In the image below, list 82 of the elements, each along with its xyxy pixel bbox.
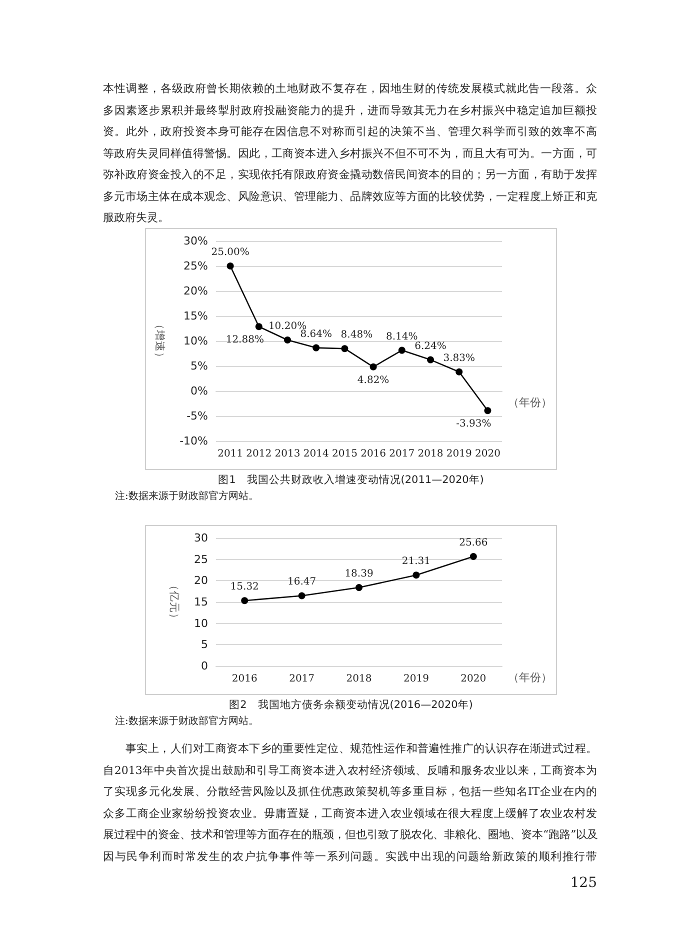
x-axis-title: （年份） (508, 671, 552, 684)
data-label: 8.64% (300, 328, 332, 340)
y-tick-label: 5 (201, 638, 208, 652)
text: 众多工商企业家纷纷投资农业。毋庸置疑，工商资本进入农业领域在很大程度上缓解了农业农村发 (103, 806, 597, 822)
x-tick-label: 2018 (346, 674, 372, 684)
data-label: 18.39 (344, 568, 374, 580)
point (241, 597, 248, 604)
x-tick-label: 2020 (460, 674, 486, 684)
y-tick-label: 15 (194, 596, 208, 608)
point (298, 592, 306, 600)
data-label: 6.24% (414, 340, 446, 352)
x-tick-label: 2020 (474, 448, 500, 460)
data-label: 3.83% (443, 352, 475, 364)
point (370, 363, 377, 370)
point (484, 407, 492, 414)
point (312, 344, 320, 352)
text: 自2013年中央首次提出鼓励和引导工商资本进入农村经济领域、反哺和服务农业以来，工商资本为 (103, 762, 597, 778)
point (226, 262, 234, 270)
y-tick-label: 30 (194, 532, 208, 544)
y-tick-label: 5% (190, 360, 208, 372)
text: 图1 我国公共财政收入增速变动情况(2011—2020年) (217, 473, 485, 487)
y-tick-label: 25% (184, 260, 208, 272)
x-axis-title: （年份） (508, 396, 552, 409)
text: 125 (569, 874, 597, 893)
text: 因与民争利而时常发生的农户抗争事件等一系列问题。实践中出现的问题给新政策的顺利推行带 (103, 848, 597, 864)
y-tick-label: 10 (194, 616, 208, 630)
text: 弥补政府资金投入的不足，实现依托有限政府资金撬动数倍民间资本的目的；另一方面，有助于发挥 (103, 167, 597, 183)
y-tick-label: 0% (190, 384, 208, 398)
text: 资。此外，政府投资本身可能存在因信息不对称而引起的决策不当、管理欠科学而引致的效率不高 (103, 124, 597, 140)
y-axis-title: （亿元） (168, 580, 180, 624)
y-tick-label: 10% (184, 334, 208, 348)
x-tick-label: 2011 (218, 448, 244, 460)
y-tick-label: -5% (186, 410, 208, 422)
point (456, 368, 463, 376)
y-axis-title: （增速） (154, 319, 167, 363)
y-tick-label: 0 (201, 660, 208, 672)
data-label: 21.31 (402, 556, 431, 568)
text: 注:数据来源于财政部官方网站。 (115, 714, 260, 728)
point (255, 323, 262, 330)
x-tick-label: 2016 (232, 674, 258, 684)
x-tick-label: 2015 (332, 448, 358, 460)
x-tick-label: 2019 (446, 448, 472, 460)
y-tick-label: 30% (184, 234, 208, 248)
data-label: 12.88% (226, 334, 264, 346)
point (284, 336, 291, 344)
x-tick-label: 2018 (418, 448, 444, 460)
x-tick-label: 2014 (303, 448, 329, 460)
x-tick-label: 2017 (389, 448, 415, 460)
y-tick-label: 15% (184, 310, 208, 322)
x-tick-label: 2016 (360, 448, 386, 460)
text: 多元市场主体在成本观念、风险意识、管理能力、品牌效应等方面的比较优势，一定程度上矫正和克 (103, 188, 597, 204)
x-tick-label: 2013 (274, 448, 300, 460)
text: 了实现多元化发展、分散经营风险以及抓住优惠政策契机等多重目标，包括一些知名IT企业在内的 (103, 784, 597, 800)
text: 服政府失灵。 (103, 210, 170, 226)
x-tick-label: 2017 (289, 674, 315, 684)
x-tick-label: 2012 (246, 448, 272, 460)
data-label: 15.32 (230, 582, 259, 593)
y-tick-label: 20 (194, 574, 208, 588)
point (470, 553, 477, 560)
data-label: 25.00% (211, 247, 250, 258)
point (412, 572, 420, 579)
data-label: 16.47 (287, 576, 316, 588)
text: 事实上，人们对工商资本下乡的重要性定位、规范性运作和普遍性推广的认识存在渐进式过程。 (124, 741, 597, 757)
y-tick-label: -10% (180, 434, 208, 448)
data-label: 8.48% (340, 330, 373, 341)
point (341, 345, 348, 352)
text: 等政府失灵同样值得警惕。因此，工商资本进入乡村振兴不但不可不为，而且大有可为。一方面，可 (103, 146, 597, 162)
point (427, 356, 434, 364)
data-label: 4.82% (357, 374, 390, 386)
text: 图2 我国地方债务余额变动情况(2016—2020年) (228, 698, 474, 712)
text: 本性调整，各级政府曾长期依赖的土地财政不复存在，因地生财的传统发展模式就此告一段落。众 (103, 81, 597, 97)
text: 注:数据来源于财政部官方网站。 (115, 490, 260, 503)
point (398, 346, 406, 354)
text: 展过程中的资金、技术和管理等方面存在的瓶颈，但也引致了脱农化、非粮化、圈地、资本“跑路”以及 (103, 827, 598, 843)
y-tick-label: 25 (194, 552, 208, 566)
data-label: -3.93% (456, 418, 492, 430)
x-tick-label: 2019 (403, 674, 429, 684)
data-label: 25.66 (459, 538, 488, 549)
data-label: 8.14% (386, 331, 418, 342)
y-tick-label: 20% (184, 284, 208, 298)
text: 多因素逐步累积并最终掣肘政府投融资能力的提升，进而导致其无力在乡村振兴中稳定追加巨额投 (103, 102, 597, 118)
point (356, 584, 362, 592)
